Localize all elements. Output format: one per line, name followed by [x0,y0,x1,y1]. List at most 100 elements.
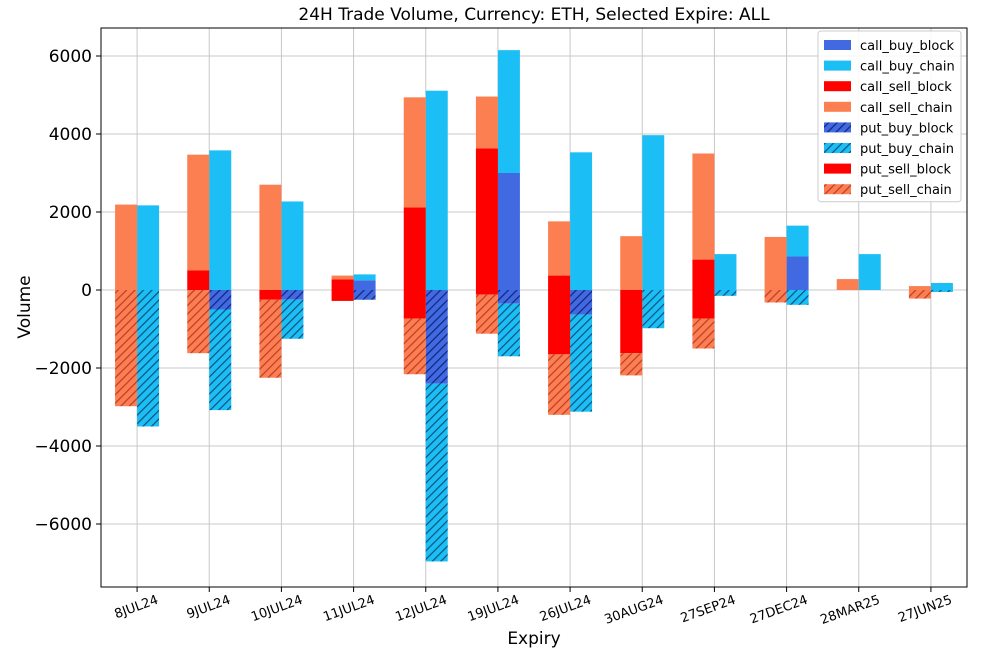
x-tick-label: 12JUL24 [394,593,450,625]
bar-put_buy_block-26JUL24 [570,290,593,315]
bar-call_sell_chain-8JUL24 [115,204,138,290]
legend-label-put_sell_chain: put_sell_chain [860,183,952,198]
bar-call_sell_chain-28MAR25 [836,279,859,290]
legend-label-call_sell_block: call_sell_block [860,80,952,95]
x-tick-label: 8JUL24 [113,593,161,623]
plot-frame [100,27,968,588]
bar-call_sell_chain-11JUL24 [331,275,354,280]
bar-put_sell_chain-8JUL24 [115,290,138,407]
bar-call_sell_block-9JUL24 [187,270,210,290]
bar-put_sell_block-12JUL24 [403,290,426,319]
bar-put_buy_chain-27SEP24 [714,290,737,296]
legend-swatch-put_sell_chain [824,184,851,195]
bar-put_buy_chain-10JUL24 [281,299,304,339]
bar-call_sell_chain-27SEP24 [692,153,715,260]
bar-call_sell_chain-30AUG24 [620,236,643,290]
bar-call_sell_block-19JUL24 [475,148,498,290]
bar-call_sell_chain-27JUN25 [908,286,931,290]
y-axis-ticks: −6000 −4000 −2000 0 2000 4000 6000 [34,47,101,535]
x-tick-label: 10JUL24 [249,593,305,625]
y-tick-label: 2000 [49,203,92,223]
bar-call_buy_chain-12JUL24 [425,90,448,291]
legend-box [817,30,962,203]
bar-put_sell_chain-30AUG24 [620,353,643,376]
bar-call_sell_block-11JUL24 [331,279,354,290]
x-tick-label: 26JUL24 [538,593,594,625]
bar-put_buy_chain-26JUL24 [570,314,593,412]
bar-call_sell_block-12JUL24 [403,207,426,290]
legend-swatch-call_sell_chain [824,101,851,112]
bar-call_sell_block-27SEP24 [692,259,715,290]
legend-swatch-put_buy_block [824,122,851,133]
x-tick-label: 30AUG24 [603,593,666,628]
bar-call_sell_chain-12JUL24 [403,97,426,208]
bar-call_buy_chain-19JUL24 [497,50,520,173]
legend-swatch-call_buy_block [824,40,851,50]
bar-put_sell_block-26JUL24 [548,290,571,355]
bar-put_buy_chain-9JUL24 [209,309,232,411]
y-tick-label: 0 [81,281,92,301]
legend-label-call_buy_chain: call_buy_chain [860,60,955,75]
bar-put_buy_block-19JUL24 [497,290,520,304]
bar-call_sell_chain-9JUL24 [187,154,210,271]
bar-put_buy_chain-27JUN25 [930,290,953,292]
y-tick-label: 4000 [49,125,92,145]
legend-label-call_sell_chain: call_sell_chain [860,101,953,116]
x-tick-label: 27DEC24 [748,593,810,628]
legend-label-put_buy_block: put_buy_block [860,121,954,136]
legend-label-call_buy_block: call_buy_block [860,39,954,54]
y-tick-label: −4000 [34,437,92,457]
bar-call_buy_chain-30AUG24 [642,135,665,290]
bar-put_sell_chain-10JUL24 [259,299,282,378]
bar-call_buy_chain-27SEP24 [714,254,737,290]
bar-put_buy_block-10JUL24 [281,290,304,300]
legend-label-put_sell_block: put_sell_block [860,163,952,178]
bar-put_buy_block-9JUL24 [209,290,232,310]
bar-call_buy_chain-11JUL24 [353,274,376,281]
y-tick-label: −6000 [34,515,92,535]
x-tick-label: 19JUL24 [466,593,522,625]
chart-title: 24H Trade Volume, Currency: ETH, Selecte… [298,5,770,25]
bar-call_buy_chain-26JUL24 [570,152,593,290]
bar-put_sell_block-11JUL24 [331,290,354,301]
bar-put_buy_chain-30AUG24 [642,290,665,329]
x-axis-ticks: 8JUL24 9JUL24 10JUL24 11JUL24 12JUL24 19JUL24… [113,587,954,628]
y-axis-label: Volume [15,275,35,338]
bar-call_sell_chain-26JUL24 [548,221,571,276]
legend-swatch-call_sell_block [824,81,851,92]
y-tick-label: 6000 [49,47,92,67]
x-tick-label: 9JUL24 [185,593,233,623]
bar-put_sell_chain-19JUL24 [475,294,498,334]
bar-put_sell_block-27SEP24 [692,290,715,319]
bar-call_buy_block-19JUL24 [497,173,520,290]
bar-call_buy_chain-27DEC24 [786,225,809,257]
bar-call_buy_chain-27JUN25 [930,282,953,290]
bar-call_sell_chain-10JUL24 [259,184,282,290]
y-tick-label: −2000 [34,359,92,379]
bar-put_buy_chain-19JUL24 [497,303,520,357]
x-axis-label: Expiry [507,629,560,649]
bar-put_sell_chain-9JUL24 [187,290,210,354]
bar-put_sell_block-30AUG24 [620,290,643,354]
bar-put_sell_chain-27SEP24 [692,318,715,349]
bar-call_buy_chain-10JUL24 [281,201,304,290]
x-tick-label: 27SEP24 [679,593,738,627]
bar-call_sell_block-26JUL24 [548,275,571,290]
bar-put_sell_chain-27DEC24 [764,290,787,303]
legend-swatch-put_buy_chain [824,143,851,153]
bar-call_buy_chain-8JUL24 [137,205,160,290]
bar-put_buy_chain-12JUL24 [425,383,448,562]
bar-put_buy_block-12JUL24 [425,290,448,384]
bar-put_sell_chain-27JUN25 [908,290,931,299]
bar-call_sell_chain-19JUL24 [475,96,498,149]
bar-put_sell_chain-26JUL24 [548,354,571,415]
x-tick-label: 28MAR25 [819,593,883,628]
legend-swatch-call_buy_chain [824,60,851,71]
x-tick-label: 11JUL24 [321,593,377,625]
legend-label-put_buy_chain: put_buy_chain [860,142,954,157]
bar-call_buy_block-27DEC24 [786,256,809,290]
bar-call_buy_chain-28MAR25 [858,254,881,290]
bar-put_sell_block-10JUL24 [259,290,282,300]
bar-call_buy_chain-9JUL24 [209,150,232,290]
x-tick-label: 27JUN25 [896,593,954,626]
